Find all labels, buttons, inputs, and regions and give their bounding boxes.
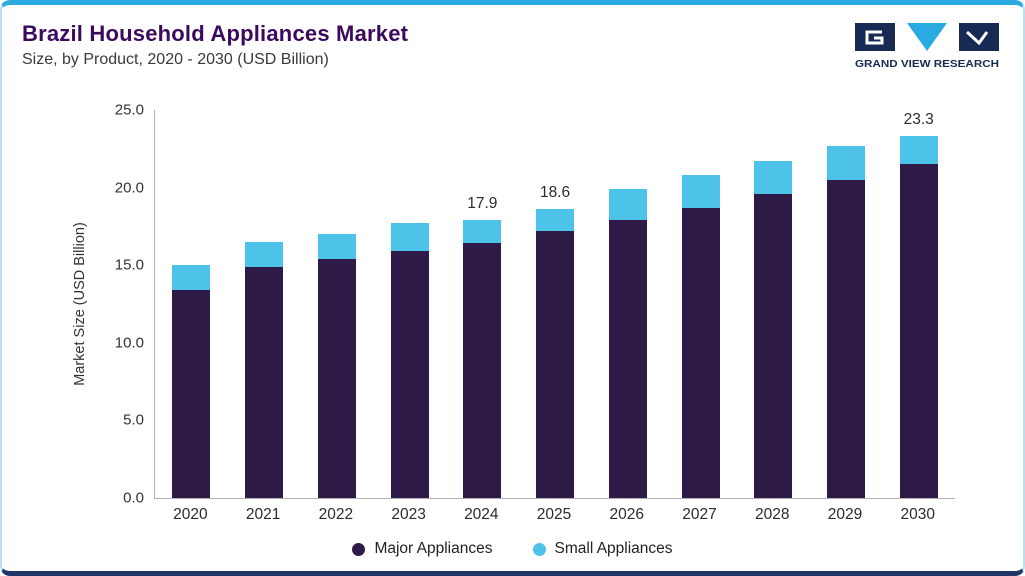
stacked-bar [826, 145, 865, 498]
bar-column [737, 110, 810, 498]
bar-column [591, 110, 664, 498]
bar-column [664, 110, 737, 498]
y-axis: 0.0 5.0 10.0 15.0 20.0 25.0 [2, 102, 144, 507]
bar-segment-small-appliances [899, 136, 938, 165]
stacked-bar [390, 223, 429, 498]
bar-segment-small-appliances [826, 145, 865, 180]
bar-total-label: 23.3 [903, 111, 934, 129]
bar-column [155, 110, 228, 498]
bar-segment-small-appliances [463, 220, 502, 244]
bar-segment-small-appliances [536, 209, 575, 232]
bar-segment-major-appliances [245, 266, 284, 498]
stacked-bar [681, 175, 720, 498]
logo-triangle-icon [907, 23, 947, 51]
bar-segment-major-appliances [390, 251, 429, 498]
stacked-bar [899, 136, 938, 498]
legend: Major Appliances Small Appliances [2, 540, 1023, 558]
stacked-bar [754, 161, 793, 498]
bar-column [810, 110, 883, 498]
y-tick-label: 5.0 [123, 411, 144, 429]
x-axis-label: 2025 [536, 506, 572, 523]
bar-segment-major-appliances [463, 243, 502, 498]
stacked-bar [463, 220, 502, 498]
page-title: Brazil Household Appliances Market [22, 21, 409, 46]
logo-g-glyph [865, 30, 884, 45]
stacked-bar [317, 234, 356, 498]
x-axis-label: 2029 [827, 506, 863, 523]
page-subtitle: Size, by Product, 2020 - 2030 (USD Billi… [22, 51, 329, 68]
legend-label: Small Appliances [554, 540, 673, 557]
bar-column [228, 110, 301, 498]
x-axis-label: 2023 [391, 506, 426, 523]
x-axis-label: 2022 [318, 506, 354, 523]
x-axis-label: 2028 [755, 506, 790, 523]
x-axis-label: 2021 [245, 506, 281, 523]
bar-segment-small-appliances [172, 265, 211, 291]
y-tick-label: 10.0 [114, 334, 144, 352]
bar-segment-small-appliances [681, 175, 720, 208]
bar-segment-major-appliances [754, 193, 793, 498]
bar-total-label: 18.6 [539, 184, 571, 202]
x-axis-label: 2027 [682, 506, 717, 523]
bar-segment-major-appliances [826, 179, 865, 498]
stacked-bar [608, 189, 647, 498]
legend-item: Major Appliances [352, 540, 493, 558]
plot-area: 17.9 18.6 23.3 [154, 110, 955, 499]
x-axis-labels: 2020 2021 2022 2023 2024 2025 2026 2027 2028 2029… [154, 506, 954, 528]
bar-column: 18.6 [519, 110, 592, 498]
logo-wordmark: GRAND VIEW RESEARCH [855, 58, 999, 70]
x-axis-label: 2026 [609, 506, 645, 523]
bar-segment-small-appliances [317, 234, 356, 259]
x-axis-label: 2024 [464, 506, 499, 523]
x-axis-label: 2020 [173, 506, 208, 523]
legend-label: Major Appliances [374, 540, 493, 557]
y-tick-label: 20.0 [114, 179, 144, 197]
bar-segment-small-appliances [608, 189, 647, 221]
bar-column: 17.9 [446, 110, 519, 498]
x-axis-label: 2030 [900, 506, 935, 523]
stacked-bar [245, 241, 284, 498]
bar-segment-small-appliances [390, 223, 429, 252]
logo-r-glyph [965, 30, 989, 46]
bar-segment-major-appliances [608, 220, 647, 498]
bar-column: 23.3 [882, 110, 955, 498]
stacked-bar [536, 209, 575, 498]
bar-segment-small-appliances [754, 161, 793, 194]
bar-segment-major-appliances [899, 164, 938, 498]
legend-swatch [352, 542, 366, 556]
bar-segment-major-appliances [536, 231, 575, 498]
bar-total-label: 17.9 [467, 195, 498, 213]
bar-segment-major-appliances [172, 290, 211, 498]
bar-column [300, 110, 373, 498]
y-tick-label: 15.0 [114, 256, 144, 274]
legend-swatch [532, 542, 546, 556]
bar-segment-major-appliances [681, 207, 720, 498]
bar-column [373, 110, 446, 498]
y-tick-label: 0.0 [123, 489, 144, 507]
grand-view-research-logo: GRAND VIEW RESEARCH [855, 23, 999, 70]
logo-right-square [959, 23, 999, 51]
y-tick-label: 25.0 [114, 101, 144, 119]
stacked-bar [172, 265, 211, 498]
legend-item: Small Appliances [532, 540, 673, 558]
bar-segment-major-appliances [317, 259, 356, 498]
bar-segment-small-appliances [245, 241, 284, 267]
